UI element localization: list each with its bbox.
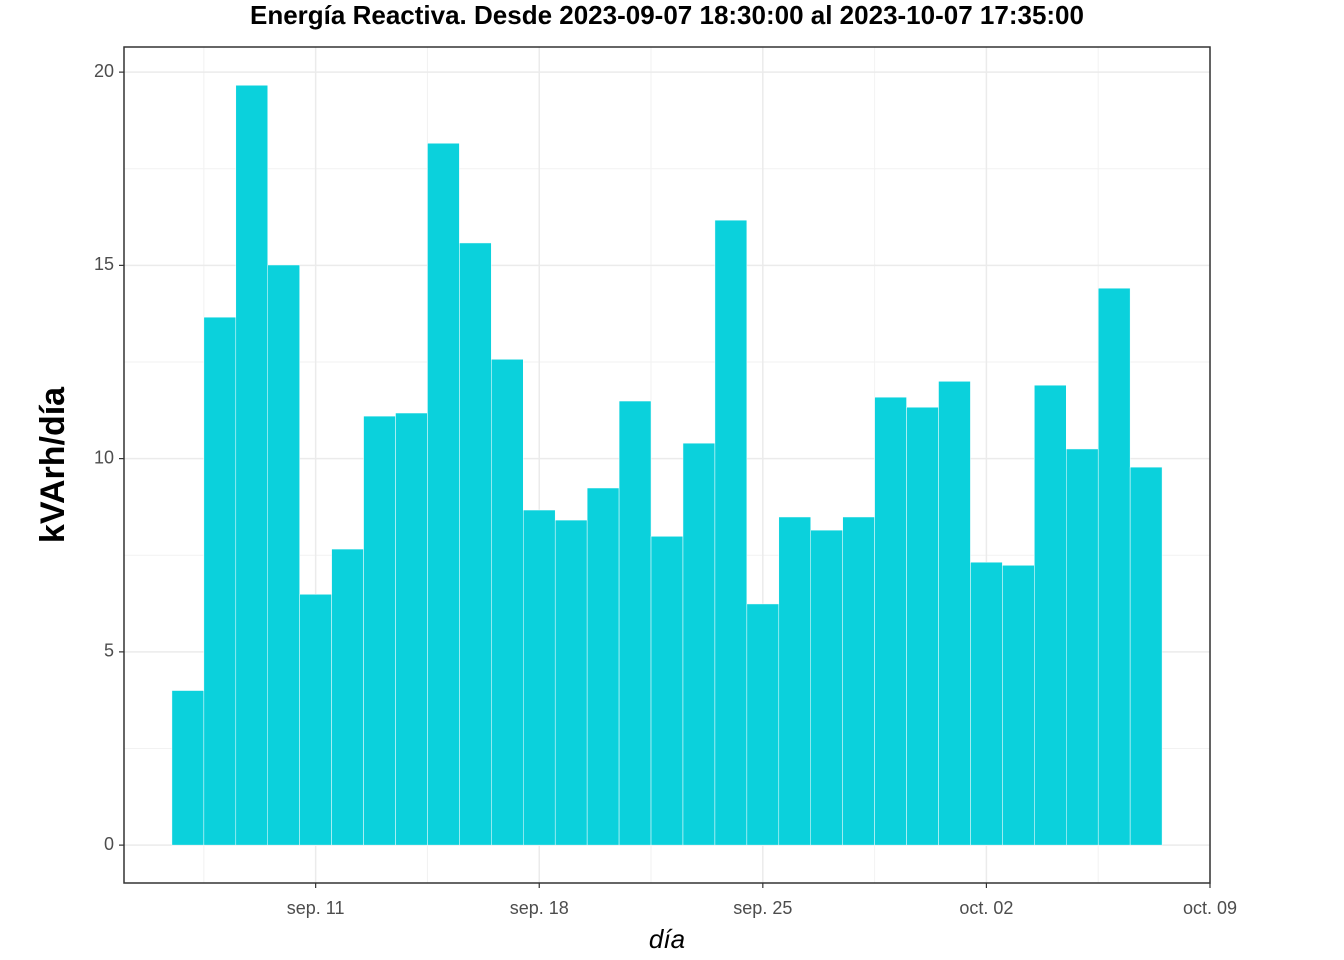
bar [970, 561, 1003, 846]
bar [267, 264, 300, 846]
bar [1129, 466, 1163, 846]
x-tick-label: sep. 18 [510, 898, 569, 918]
chart-title: Energía Reactiva. Desde 2023-09-07 18:30… [250, 0, 1084, 30]
bar [299, 594, 332, 846]
bar [171, 690, 205, 846]
bar [778, 516, 811, 846]
bar [906, 406, 939, 846]
bar [874, 396, 907, 846]
x-tick-label: oct. 09 [1183, 898, 1237, 918]
bar [586, 487, 620, 846]
bar [842, 516, 875, 846]
bar [427, 142, 460, 846]
y-tick-label: 15 [94, 254, 114, 274]
bar [938, 381, 971, 846]
y-tick-label: 0 [104, 834, 114, 854]
y-tick-label: 20 [94, 61, 114, 81]
bar [363, 415, 396, 846]
bar [554, 519, 588, 846]
bar [1066, 448, 1099, 846]
bar [682, 442, 716, 846]
bar [395, 412, 428, 846]
bar [331, 548, 364, 846]
bar [235, 85, 268, 846]
bar [714, 219, 748, 846]
bar [746, 603, 780, 846]
y-tick-label: 5 [104, 641, 114, 661]
y-axis-title: kVArh/día [34, 386, 72, 543]
y-tick-label: 10 [94, 447, 114, 467]
bar [523, 509, 556, 846]
bar [1097, 287, 1131, 846]
bar [810, 529, 843, 846]
bars [171, 85, 1163, 846]
x-tick-label: sep. 11 [287, 898, 345, 918]
panel-border [123, 46, 1211, 884]
bar [491, 359, 524, 846]
x-axis-title: día [649, 924, 685, 954]
bar [203, 316, 237, 846]
bar [618, 400, 652, 846]
axes: 0 5 10 15 20 sep. 11 sep. 18 sep. 25 oct. 02 oct.… [94, 46, 1237, 918]
bar [1002, 565, 1035, 846]
bar [459, 242, 492, 846]
x-tick-label: oct. 02 [959, 898, 1013, 918]
bar [650, 536, 684, 846]
x-tick-label: sep. 25 [733, 898, 792, 918]
bar [1034, 384, 1067, 846]
